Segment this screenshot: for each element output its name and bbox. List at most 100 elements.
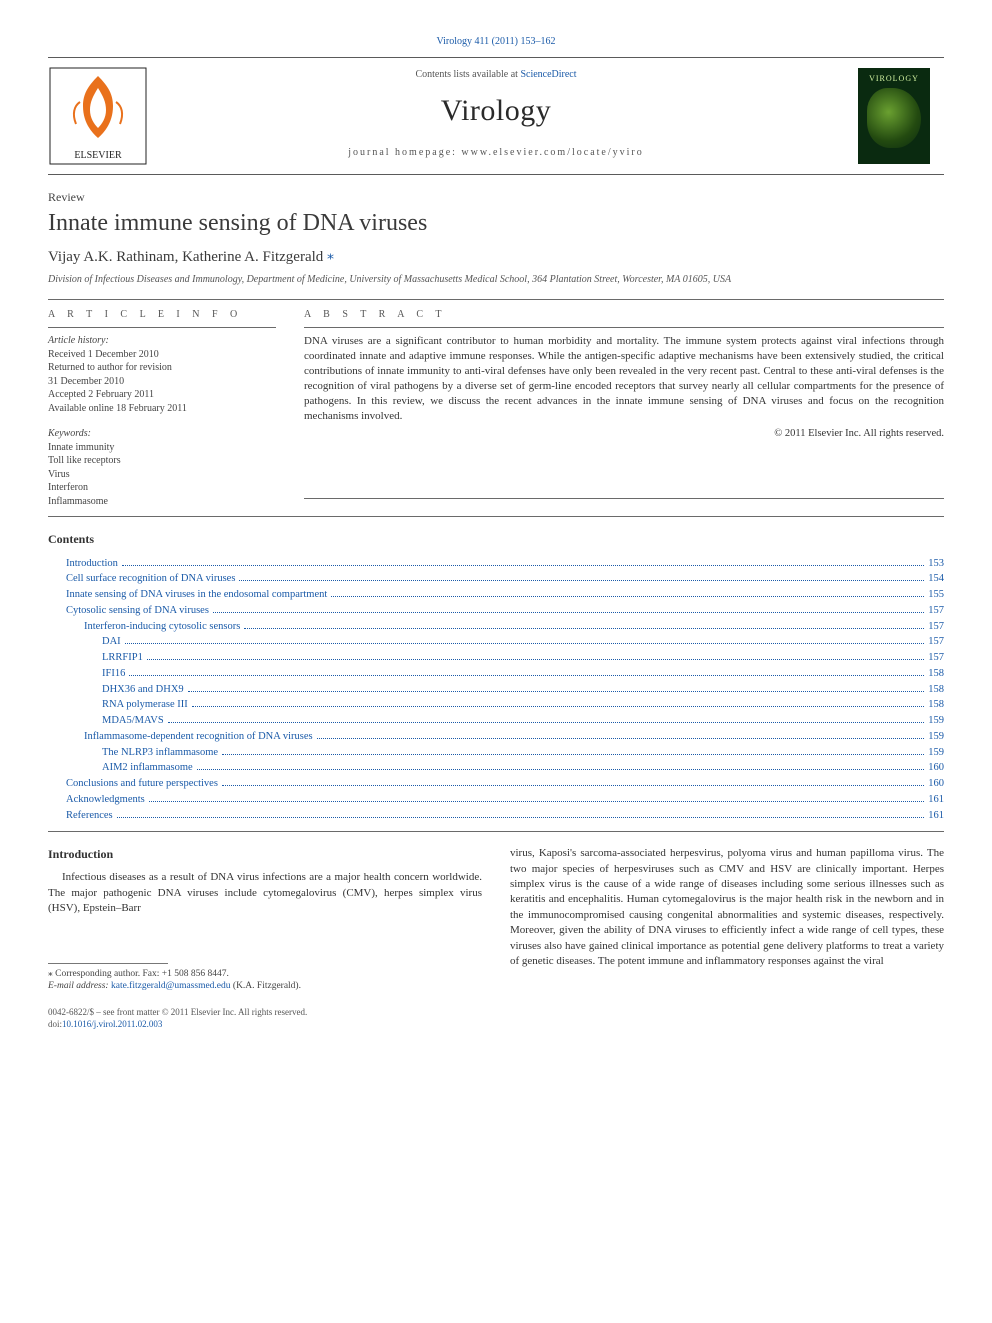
doi-link[interactable]: 10.1016/j.virol.2011.02.003 bbox=[62, 1019, 162, 1029]
abstract-text: DNA viruses are a significant contributo… bbox=[304, 334, 944, 423]
toc-row[interactable]: Inflammasome-dependent recognition of DN… bbox=[48, 729, 944, 745]
citation-link[interactable]: Virology 411 (2011) 153–162 bbox=[437, 36, 556, 47]
history-line: Received 1 December 2010 bbox=[48, 348, 276, 362]
keyword: Inflammasome bbox=[48, 495, 276, 509]
authors: Vijay A.K. Rathinam, Katherine A. Fitzge… bbox=[48, 247, 944, 267]
toc-row[interactable]: Cell surface recognition of DNA viruses1… bbox=[48, 571, 944, 587]
journal-cover: VIROLOGY bbox=[844, 66, 944, 166]
toc-page: 154 bbox=[928, 571, 944, 587]
toc-label: Inflammasome-dependent recognition of DN… bbox=[84, 729, 313, 745]
toc-row[interactable]: AIM2 inflammasome 160 bbox=[48, 760, 944, 776]
toc-page: 157 bbox=[928, 603, 944, 619]
toc-label: Conclusions and future perspectives bbox=[66, 776, 218, 792]
toc-leader bbox=[129, 675, 924, 676]
article-title: Innate immune sensing of DNA viruses bbox=[48, 207, 944, 239]
footer-copyright: 0042-6822/$ – see front matter © 2011 El… bbox=[48, 1007, 944, 1019]
toc-row[interactable]: Acknowledgments161 bbox=[48, 792, 944, 808]
toc-row[interactable]: RNA polymerase III 158 bbox=[48, 697, 944, 713]
toc-label: Introduction bbox=[66, 556, 118, 572]
intro-heading: Introduction bbox=[48, 846, 482, 862]
toc-page: 159 bbox=[928, 729, 944, 745]
toc-label: IFI16 bbox=[102, 666, 125, 682]
toc-row[interactable]: Cytosolic sensing of DNA viruses 157 bbox=[48, 603, 944, 619]
toc-leader bbox=[239, 580, 924, 581]
keyword: Toll like receptors bbox=[48, 454, 276, 468]
toc-row[interactable]: Introduction 153 bbox=[48, 556, 944, 572]
toc-label: DAI bbox=[102, 634, 121, 650]
toc-row[interactable]: References161 bbox=[48, 808, 944, 824]
toc-page: 158 bbox=[928, 697, 944, 713]
corr-author-link[interactable]: ⁎ bbox=[327, 248, 334, 263]
toc-row[interactable]: Interferon-inducing cytosolic sensors 157 bbox=[48, 619, 944, 635]
toc-page: 160 bbox=[928, 760, 944, 776]
contents-available: Contents lists available at ScienceDirec… bbox=[148, 68, 844, 82]
toc-row[interactable]: Conclusions and future perspectives 160 bbox=[48, 776, 944, 792]
toc-page: 153 bbox=[928, 556, 944, 572]
elsevier-logo: ELSEVIER bbox=[48, 66, 148, 166]
toc-label: Interferon-inducing cytosolic sensors bbox=[84, 619, 240, 635]
footer: 0042-6822/$ – see front matter © 2011 El… bbox=[48, 1007, 944, 1030]
toc-leader bbox=[149, 801, 925, 802]
doi-label: doi: bbox=[48, 1019, 62, 1029]
toc-page: 161 bbox=[928, 792, 944, 808]
toc-label: Innate sensing of DNA viruses in the end… bbox=[66, 587, 327, 603]
toc-label: MDA5/MAVS bbox=[102, 713, 164, 729]
author-names: Vijay A.K. Rathinam, Katherine A. Fitzge… bbox=[48, 249, 327, 265]
info-abstract-row: A R T I C L E I N F O Article history: R… bbox=[48, 308, 944, 509]
abstract-copyright: © 2011 Elsevier Inc. All rights reserved… bbox=[304, 427, 944, 441]
cover-title: VIROLOGY bbox=[869, 74, 919, 85]
rule bbox=[48, 299, 944, 300]
toc-page: 160 bbox=[928, 776, 944, 792]
table-of-contents: Introduction 153Cell surface recognition … bbox=[48, 556, 944, 824]
keyword: Virus bbox=[48, 468, 276, 482]
toc-leader bbox=[188, 691, 925, 692]
toc-row[interactable]: DHX36 and DHX9158 bbox=[48, 682, 944, 698]
toc-row[interactable]: The NLRP3 inflammasome159 bbox=[48, 745, 944, 761]
history-label: Article history: bbox=[48, 334, 276, 348]
abstract-heading: A B S T R A C T bbox=[304, 308, 944, 322]
article-info-heading: A R T I C L E I N F O bbox=[48, 308, 276, 322]
toc-label: DHX36 and DHX9 bbox=[102, 682, 184, 698]
toc-leader bbox=[147, 659, 924, 660]
toc-leader bbox=[168, 722, 925, 723]
affiliation: Division of Infectious Diseases and Immu… bbox=[48, 273, 944, 287]
rule bbox=[304, 327, 944, 328]
keyword: Interferon bbox=[48, 481, 276, 495]
corr-author-footnote: ⁎ Corresponding author. Fax: +1 508 856 … bbox=[48, 968, 482, 981]
history-line: Accepted 2 February 2011 bbox=[48, 388, 276, 402]
toc-leader bbox=[125, 643, 925, 644]
toc-label: AIM2 inflammasome bbox=[102, 760, 193, 776]
toc-leader bbox=[192, 706, 925, 707]
rule bbox=[48, 831, 944, 832]
history-line: Returned to author for revision bbox=[48, 361, 276, 375]
header-citation: Virology 411 (2011) 153–162 bbox=[48, 32, 944, 49]
toc-page: 158 bbox=[928, 666, 944, 682]
sciencedirect-link[interactable]: ScienceDirect bbox=[520, 69, 576, 80]
toc-label: The NLRP3 inflammasome bbox=[102, 745, 218, 761]
toc-leader bbox=[117, 817, 925, 818]
history-line: 31 December 2010 bbox=[48, 375, 276, 389]
journal-homepage: journal homepage: www.elsevier.com/locat… bbox=[148, 146, 844, 160]
toc-page: 157 bbox=[928, 619, 944, 635]
toc-row[interactable]: DAI157 bbox=[48, 634, 944, 650]
footnote-separator bbox=[48, 963, 168, 964]
toc-row[interactable]: Innate sensing of DNA viruses in the end… bbox=[48, 587, 944, 603]
toc-leader bbox=[331, 596, 924, 597]
toc-label: RNA polymerase III bbox=[102, 697, 188, 713]
toc-leader bbox=[244, 628, 924, 629]
email-link[interactable]: kate.fitzgerald@umassmed.edu bbox=[111, 981, 231, 991]
history-line: Available online 18 February 2011 bbox=[48, 402, 276, 416]
rule bbox=[304, 498, 944, 499]
intro-text-left: Infectious diseases as a result of DNA v… bbox=[48, 870, 482, 916]
abstract-col: A B S T R A C T DNA viruses are a signif… bbox=[304, 308, 944, 509]
keyword: Innate immunity bbox=[48, 441, 276, 455]
toc-label: Cytosolic sensing of DNA viruses bbox=[66, 603, 209, 619]
toc-page: 161 bbox=[928, 808, 944, 824]
body-col-right: virus, Kaposi's sarcoma-associated herpe… bbox=[510, 846, 944, 993]
toc-row[interactable]: LRRFIP1157 bbox=[48, 650, 944, 666]
email-footnote: E-mail address: kate.fitzgerald@umassmed… bbox=[48, 980, 482, 993]
email-label: E-mail address: bbox=[48, 981, 111, 991]
toc-row[interactable]: IFI16 158 bbox=[48, 666, 944, 682]
toc-row[interactable]: MDA5/MAVS159 bbox=[48, 713, 944, 729]
toc-leader bbox=[222, 754, 924, 755]
